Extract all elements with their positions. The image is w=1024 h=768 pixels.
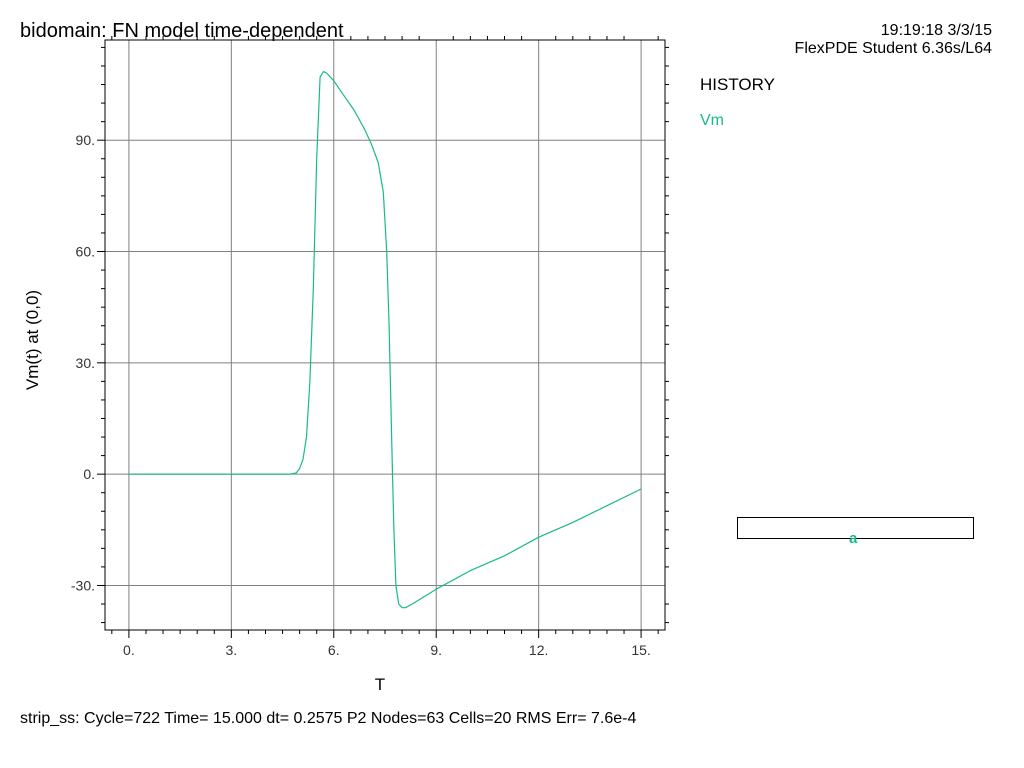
- legend-box-label: a: [849, 530, 858, 547]
- plot-title: bidomain: FN model time-dependent: [20, 20, 344, 42]
- legend-series-label: Vm: [700, 112, 724, 129]
- axes-layer: [104, 39, 666, 631]
- x-tick-label: 0.: [123, 642, 135, 658]
- y-tick-label: 30.: [76, 355, 95, 371]
- x-tick-label: 15.: [631, 642, 650, 658]
- status-line: strip_ss: Cycle=722 Time= 15.000 dt= 0.2…: [20, 710, 637, 727]
- x-tick-label: 3.: [225, 642, 237, 658]
- timestamp: 19:19:18 3/3/15: [880, 22, 992, 39]
- y-tick-label: 60.: [76, 244, 95, 260]
- x-tick-label: 6.: [328, 642, 340, 658]
- ticks-layer: 0. 3. 6. 9. 12. 15. -30. 0. 30. 60. 90.: [71, 36, 669, 658]
- version-label: FlexPDE Student 6.36s/L64: [794, 40, 992, 57]
- history-label: HISTORY: [700, 75, 775, 94]
- x-axis-label: T: [375, 675, 385, 694]
- series-layer: [128, 70, 642, 609]
- y-tick-label: 90.: [76, 132, 95, 148]
- grid-layer: [105, 40, 665, 630]
- y-tick-label: 0.: [83, 466, 95, 482]
- series-line-vm: [128, 70, 642, 609]
- plot-frame: [104, 39, 666, 631]
- y-tick-label: -30.: [71, 577, 95, 593]
- x-tick-label: 9.: [430, 642, 442, 658]
- legend-box: [737, 517, 974, 539]
- x-tick-label: 12.: [529, 642, 548, 658]
- run-stamp: 19:19:18 3/3/15 FlexPDE Student 6.36s/L6…: [795, 22, 992, 58]
- y-axis-label: Vm(t) at (0,0): [23, 290, 42, 390]
